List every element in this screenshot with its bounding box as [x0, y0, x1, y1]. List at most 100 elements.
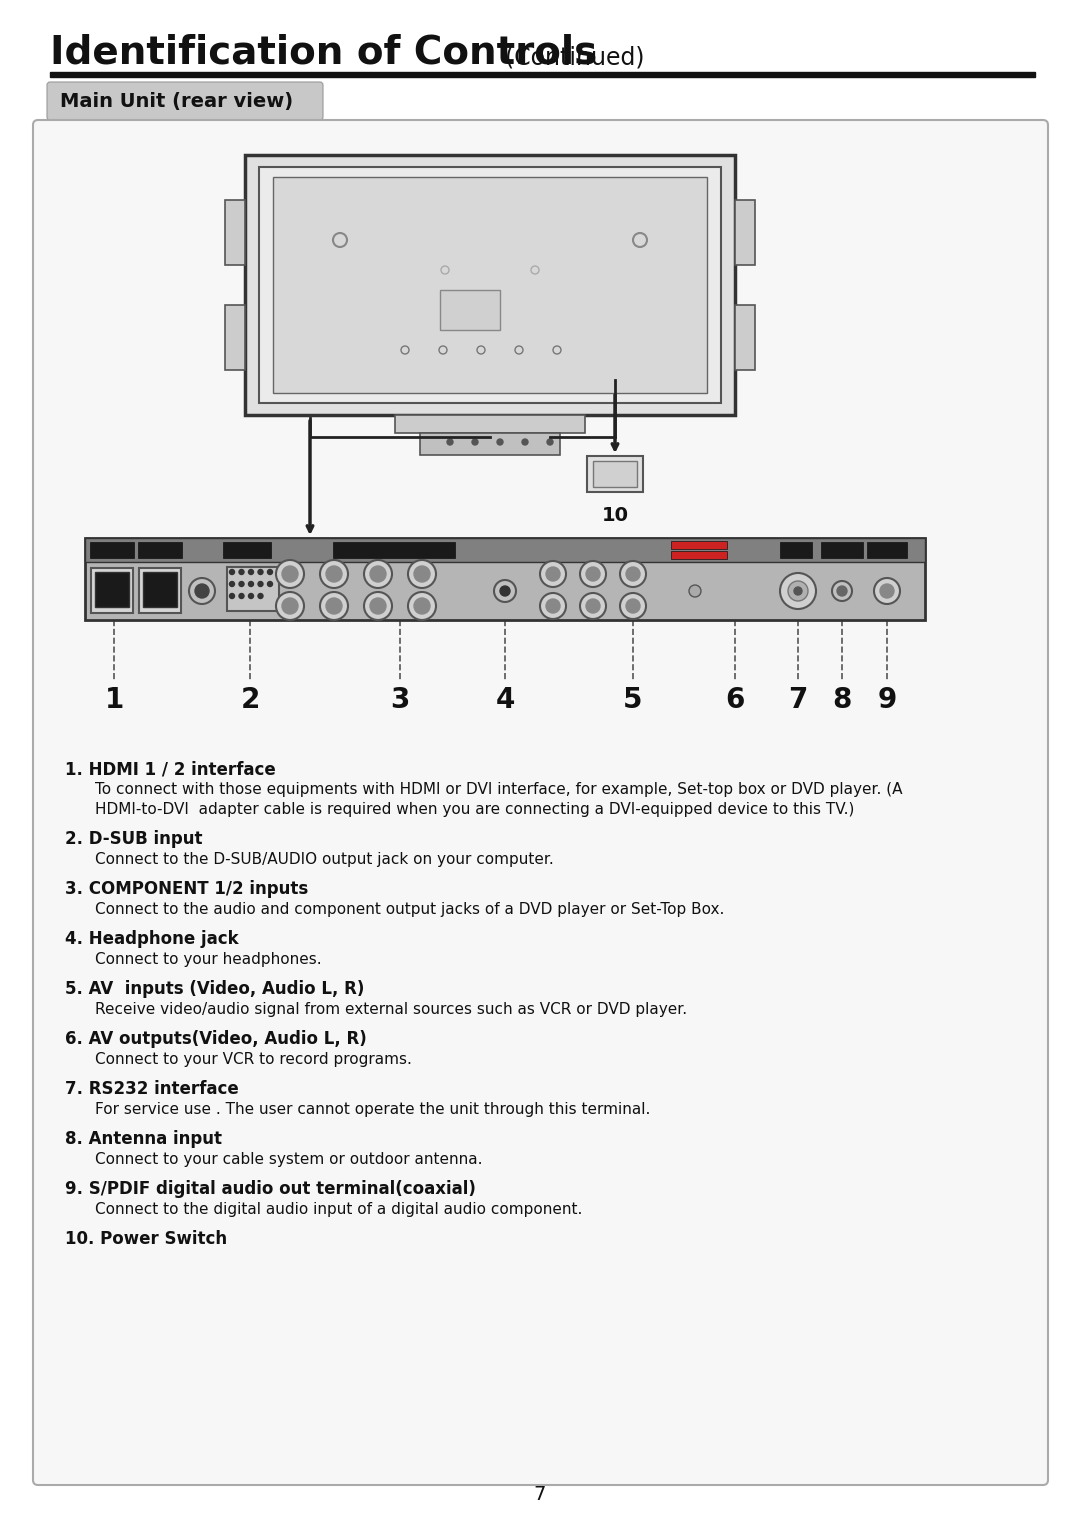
Text: 1: 1 — [105, 686, 123, 715]
Circle shape — [832, 580, 852, 602]
Text: Receive video/audio signal from external sources such as VCR or DVD player.: Receive video/audio signal from external… — [95, 1002, 687, 1017]
Circle shape — [880, 583, 894, 599]
Circle shape — [268, 582, 272, 586]
Text: PIC: PIC — [240, 544, 251, 550]
Bar — [671, 551, 727, 559]
Text: AV IN: AV IN — [689, 553, 708, 557]
Text: 4: 4 — [496, 686, 515, 715]
Bar — [225, 200, 245, 266]
Bar — [227, 567, 279, 611]
Bar — [85, 538, 924, 620]
Circle shape — [788, 580, 808, 602]
Text: Connect to the digital audio input of a digital audio component.: Connect to the digital audio input of a … — [95, 1202, 582, 1217]
Circle shape — [229, 594, 234, 599]
Text: 7: 7 — [534, 1486, 546, 1504]
Bar — [420, 434, 561, 455]
Circle shape — [189, 579, 215, 605]
Circle shape — [248, 594, 254, 599]
FancyBboxPatch shape — [33, 121, 1048, 1484]
Bar — [735, 200, 755, 266]
Bar — [91, 568, 133, 612]
Bar — [333, 542, 455, 557]
Text: 3: 3 — [390, 686, 409, 715]
Circle shape — [326, 599, 342, 614]
Text: To connect with those equipments with HDMI or DVI interface, for example, Set-to: To connect with those equipments with HD… — [95, 782, 903, 797]
Bar — [867, 542, 907, 557]
Text: 6: 6 — [726, 686, 745, 715]
Circle shape — [195, 583, 210, 599]
Circle shape — [276, 592, 303, 620]
Text: 2. D-SUB input: 2. D-SUB input — [65, 831, 203, 847]
Text: 5: 5 — [623, 686, 643, 715]
Circle shape — [546, 599, 561, 612]
Text: RF: RF — [791, 545, 801, 554]
Circle shape — [689, 585, 701, 597]
Circle shape — [546, 438, 553, 444]
Circle shape — [239, 582, 244, 586]
Circle shape — [229, 570, 234, 574]
Text: 10. Power Switch: 10. Power Switch — [65, 1231, 227, 1248]
Bar — [671, 541, 727, 550]
Circle shape — [794, 586, 802, 596]
Text: D-SUB: D-SUB — [233, 545, 260, 554]
Bar — [225, 305, 245, 370]
Text: AUDIO: AUDIO — [191, 544, 213, 550]
Circle shape — [282, 599, 298, 614]
Circle shape — [370, 567, 386, 582]
Circle shape — [408, 592, 436, 620]
Circle shape — [326, 567, 342, 582]
Circle shape — [248, 582, 254, 586]
Text: HDMI-to-DVI  adapter cable is required when you are connecting a DVI-equipped de: HDMI-to-DVI adapter cable is required wh… — [95, 802, 854, 817]
Circle shape — [229, 582, 234, 586]
Text: S/PDIF: S/PDIF — [874, 547, 900, 553]
Text: 7: 7 — [788, 686, 808, 715]
Circle shape — [370, 599, 386, 614]
Text: AV OUT: AV OUT — [686, 542, 712, 548]
Text: Connect to your VCR to record programs.: Connect to your VCR to record programs. — [95, 1052, 411, 1067]
Text: For service use . The user cannot operate the unit through this terminal.: For service use . The user cannot operat… — [95, 1102, 650, 1116]
Circle shape — [447, 438, 453, 444]
Bar — [90, 542, 134, 557]
Text: Connect to the D-SUB/AUDIO output jack on your computer.: Connect to the D-SUB/AUDIO output jack o… — [95, 852, 554, 867]
Circle shape — [282, 567, 298, 582]
Circle shape — [320, 560, 348, 588]
Bar — [95, 573, 129, 608]
Circle shape — [268, 570, 272, 574]
Text: 9: 9 — [877, 686, 896, 715]
Bar — [735, 305, 755, 370]
Circle shape — [494, 580, 516, 602]
FancyBboxPatch shape — [48, 82, 323, 121]
Text: 7. RS232 interface: 7. RS232 interface — [65, 1080, 239, 1098]
Bar — [593, 461, 637, 487]
Circle shape — [586, 599, 600, 612]
Text: VIDEO  L=AUDIO+R: VIDEO L=AUDIO+R — [617, 541, 665, 547]
Bar — [440, 290, 500, 330]
Text: Main Unit (rear view): Main Unit (rear view) — [60, 92, 293, 110]
Text: R+AUDIO+L   Y   Cb/Pb  Cr/Pr  1: R+AUDIO+L Y Cb/Pb Cr/Pr 1 — [356, 550, 434, 554]
Circle shape — [780, 573, 816, 609]
Text: R+AUDIO+L   Y   Cb/Pb  Cr/Pr  2: R+AUDIO+L Y Cb/Pb Cr/Pr 2 — [356, 544, 434, 548]
Circle shape — [837, 586, 847, 596]
Bar — [780, 542, 812, 557]
Bar — [138, 542, 183, 557]
Text: VIDEO  L=AUDIO+R: VIDEO L=AUDIO+R — [617, 551, 665, 556]
Circle shape — [258, 570, 264, 574]
Circle shape — [540, 592, 566, 618]
Text: 4. Headphone jack: 4. Headphone jack — [65, 930, 239, 948]
Circle shape — [239, 570, 244, 574]
Bar — [245, 156, 735, 415]
Circle shape — [580, 560, 606, 586]
Text: HDMI 2: HDMI 2 — [96, 545, 127, 554]
Circle shape — [258, 582, 264, 586]
Text: RS-232: RS-232 — [828, 547, 855, 553]
Text: 5. AV  inputs (Video, Audio L, R): 5. AV inputs (Video, Audio L, R) — [65, 980, 364, 999]
Text: 6. AV outputs(Video, Audio L, R): 6. AV outputs(Video, Audio L, R) — [65, 1031, 367, 1048]
Text: 8. Antenna input: 8. Antenna input — [65, 1130, 222, 1148]
Circle shape — [276, 560, 303, 588]
Bar — [821, 542, 863, 557]
Circle shape — [248, 570, 254, 574]
Bar — [143, 573, 177, 608]
Text: 3. COMPONENT 1/2 inputs: 3. COMPONENT 1/2 inputs — [65, 880, 308, 898]
Circle shape — [320, 592, 348, 620]
Text: (Continued): (Continued) — [505, 46, 645, 70]
